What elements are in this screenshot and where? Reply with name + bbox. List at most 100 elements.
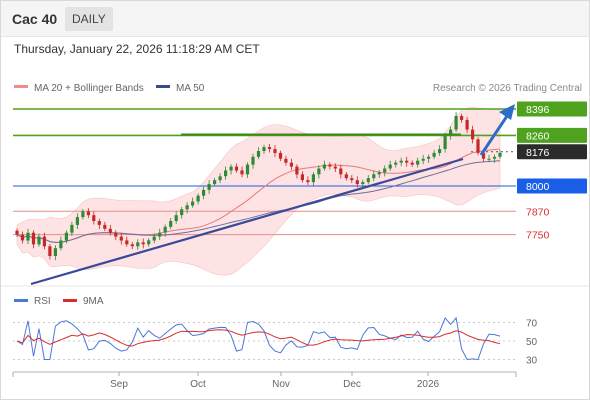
level-tag-s1: 8000 <box>526 181 550 193</box>
level-tag-r1: 8260 <box>526 130 550 142</box>
candle-body <box>278 152 283 159</box>
candle-body <box>460 116 464 120</box>
forecast-arrow-head <box>499 104 515 120</box>
candle-body <box>196 195 200 202</box>
level-tag-r1-box <box>517 127 587 143</box>
candle-body <box>465 119 469 130</box>
candle-body <box>152 236 156 241</box>
candle-body <box>81 211 85 218</box>
rsi-line <box>16 316 501 361</box>
level-tag-r2: 8396 <box>526 104 550 116</box>
candle-body <box>42 236 46 247</box>
candle-body <box>86 211 90 216</box>
level-tags: 8396 8260 8176 8000 7870 7750 <box>517 101 587 242</box>
forecast-arrow-shaft <box>479 115 509 156</box>
candle-body <box>322 164 326 169</box>
ma50-legend-swatch <box>156 85 170 88</box>
candle-body <box>410 162 414 165</box>
candle-body <box>185 205 189 210</box>
candle-body <box>476 139 480 153</box>
datetime-label: Thursday, January 22, 2026 11:18:29 AM C… <box>14 42 260 56</box>
candle-body <box>295 166 299 175</box>
rsi-axis-label: 70 <box>526 319 538 330</box>
candle-body <box>383 168 387 173</box>
candle-body <box>284 158 288 163</box>
candle-body <box>20 234 25 241</box>
rsi-legend-label: RSI <box>34 296 51 307</box>
candle-body <box>75 217 79 225</box>
candle-body <box>234 166 239 171</box>
candle-body <box>158 232 162 237</box>
candle-body <box>317 168 321 175</box>
candle-body <box>487 158 491 160</box>
candle-body <box>245 164 250 175</box>
candle-body <box>394 162 398 165</box>
candle-body <box>224 170 228 177</box>
ma20-legend-label: MA 20 + Bollinger Bands <box>34 83 144 94</box>
level-lines <box>13 108 516 236</box>
candle-body <box>251 156 255 165</box>
moving-averages <box>16 148 501 243</box>
candle-body <box>361 182 365 184</box>
candle-body <box>333 166 337 169</box>
rsi-panel: 70 50 30 <box>13 316 538 367</box>
level-tag-s2: 7870 <box>526 206 550 218</box>
candle-body <box>432 152 436 157</box>
candle-body <box>498 152 502 157</box>
candle-body <box>256 151 261 157</box>
candle-body <box>481 152 486 159</box>
candle-body <box>449 129 453 136</box>
level-tag-pivot: 8176 <box>526 147 550 159</box>
candle-body <box>377 172 381 175</box>
candle-body <box>289 162 293 167</box>
candle-body <box>262 147 266 151</box>
forecast-arrow <box>479 104 515 156</box>
candle-body <box>48 246 52 256</box>
candle-body <box>388 164 392 169</box>
candle-body <box>267 147 272 149</box>
candle-body <box>26 232 30 241</box>
candle-body <box>339 168 343 175</box>
candle-body <box>147 240 151 245</box>
candle-body <box>97 221 101 225</box>
candle-body <box>70 224 74 233</box>
candle-body <box>92 215 96 221</box>
rsi-ma-legend-swatch <box>63 299 77 302</box>
candle-body <box>59 240 63 249</box>
level-tag-r2-box <box>517 101 587 117</box>
rsi-legend-swatch <box>14 299 28 302</box>
x-axis-label: 2026 <box>417 379 440 390</box>
ma20-legend-swatch <box>14 85 28 88</box>
candle-body <box>218 176 222 181</box>
x-axis-label: Nov <box>272 379 290 390</box>
candle-body <box>229 166 233 171</box>
rsi-ma-line <box>16 329 501 347</box>
candle-body <box>207 184 211 190</box>
candlesticks <box>15 112 502 261</box>
candle-body <box>191 201 195 206</box>
candle-body <box>344 174 348 179</box>
candle-body <box>328 164 332 167</box>
candle-body <box>202 189 206 196</box>
candle-body <box>119 236 123 241</box>
candle-body <box>306 180 310 183</box>
level-tag-s1-box <box>517 178 587 194</box>
credit-label: Research © 2026 Trading Central <box>433 83 582 94</box>
candle-body <box>300 174 304 181</box>
candle-body <box>273 149 277 153</box>
candle-body <box>405 160 409 163</box>
candle-body <box>366 178 370 183</box>
candle-body <box>240 170 244 175</box>
candle-body <box>108 228 112 233</box>
timeframe-badge[interactable]: DAILY <box>65 7 113 31</box>
candle-body <box>180 209 184 216</box>
candle-body <box>174 215 178 221</box>
candle-body <box>64 232 68 241</box>
candle-body <box>427 156 431 159</box>
level-tag-s3: 7750 <box>526 230 550 242</box>
x-axis-label: Sep <box>110 379 128 390</box>
candle-body <box>443 135 447 149</box>
symbol-title: Cac 40 <box>12 11 58 27</box>
